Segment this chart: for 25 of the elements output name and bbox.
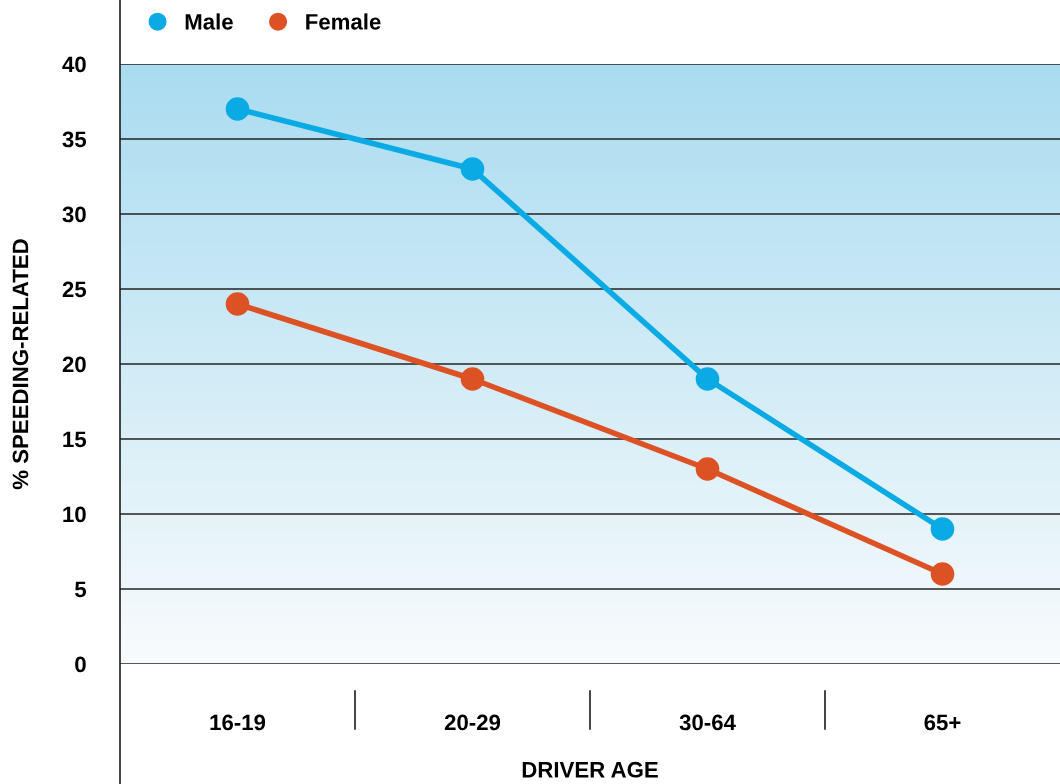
y-tick-label: 15 — [63, 431, 87, 448]
point — [460, 157, 485, 181]
y-tick-label: 5 — [74, 581, 87, 598]
x-tick-label: 30-64 — [679, 714, 736, 731]
legend-label: Female — [306, 13, 381, 30]
point — [695, 457, 720, 481]
x-axis-title: DRIVER AGE — [522, 761, 658, 778]
point — [225, 97, 250, 121]
y-tick-label: 25 — [62, 281, 87, 298]
y-tick-label: 20 — [62, 356, 86, 373]
point — [695, 367, 720, 391]
y-tick-label: 0 — [75, 656, 86, 673]
x-tick-label: 20-29 — [444, 714, 501, 731]
y-tick-label: 35 — [62, 131, 87, 148]
legend-label: Male — [185, 13, 233, 30]
point — [930, 517, 955, 541]
x-tick-label: 16-19 — [210, 714, 266, 731]
point — [225, 292, 250, 316]
point — [460, 367, 485, 391]
y-tick-label: 40 — [62, 56, 86, 73]
y-axis-title: % SPEEDING-RELATED — [12, 239, 29, 490]
point — [930, 562, 955, 586]
y-tick-label: 10 — [63, 506, 86, 523]
y-tick-label: 30 — [62, 206, 86, 223]
x-tick-label: 65+ — [924, 714, 961, 731]
